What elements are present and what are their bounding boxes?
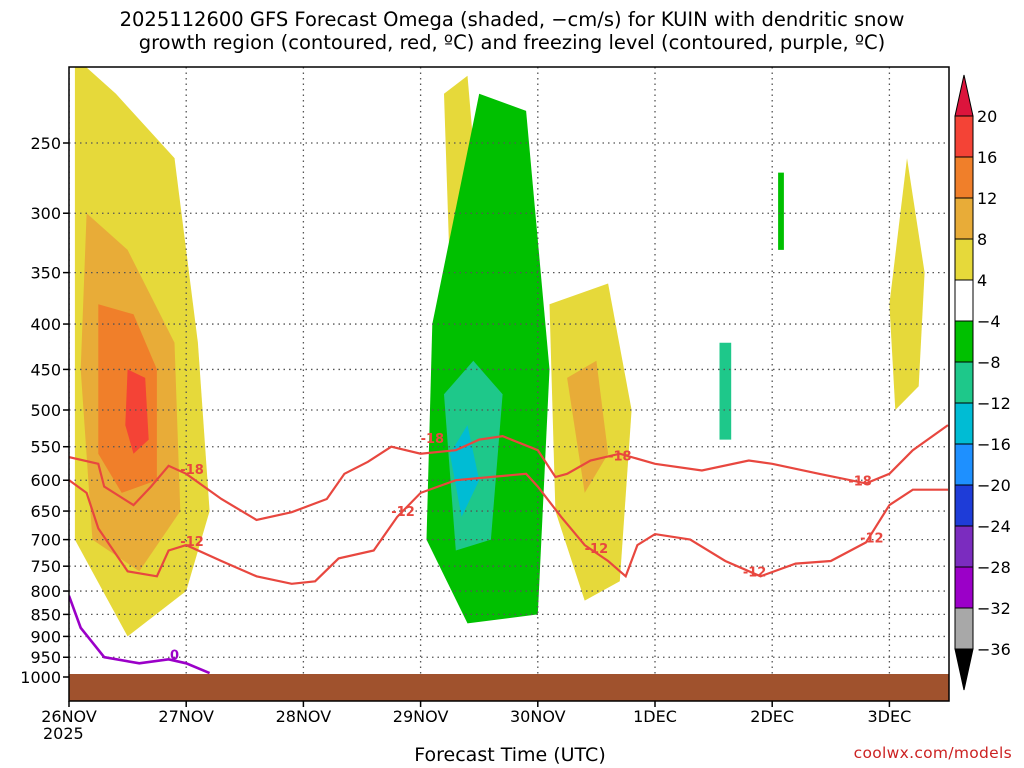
y-tick-label-800: 800 xyxy=(30,582,61,601)
omega-region-7 xyxy=(449,425,480,517)
y-tick-label-750: 750 xyxy=(30,557,61,576)
y-tick-label-950: 950 xyxy=(30,648,61,667)
colorbar-top-triangle xyxy=(954,74,974,117)
y-tick-label-450: 450 xyxy=(30,360,61,379)
contour-label-8: -12 xyxy=(860,531,884,546)
y-tick-label-650: 650 xyxy=(30,502,61,521)
y-tick-label-1000: 1000 xyxy=(20,668,61,687)
plot-frame xyxy=(68,66,950,702)
colorbar-seg-3 xyxy=(954,197,974,240)
dgz-contour--12 xyxy=(69,472,948,585)
colorbar-bottom-triangle xyxy=(954,648,974,691)
colorbar-seg-10 xyxy=(954,484,974,527)
contour-label-9: 0 xyxy=(170,648,179,663)
colorbar-seg-13 xyxy=(954,607,974,650)
y-tick-label-350: 350 xyxy=(30,264,61,283)
contour-label-1: -18 xyxy=(180,463,204,478)
colorbar-seg-2 xyxy=(954,156,974,199)
omega-region-3 xyxy=(125,369,149,454)
contour-labels: -18 -18 -18 -18 -12 -12 -12 -12 -12 0 xyxy=(170,432,884,663)
grid-lines xyxy=(69,67,949,701)
contour-label-4: -12 xyxy=(391,505,415,520)
contour-lines xyxy=(69,424,949,675)
colorbar-seg-11 xyxy=(954,525,974,568)
omega-region-12 xyxy=(719,342,732,440)
y-tick-label-850: 850 xyxy=(30,605,61,624)
y-tick-label-500: 500 xyxy=(30,401,61,420)
x-tick-label-27NOV: 27NOV xyxy=(158,707,214,726)
x-tick-label-2DEC: 2DEC xyxy=(750,707,794,726)
chart-title-line2: growth region (contoured, red, ºC) and f… xyxy=(138,31,886,54)
x-tick-label-3DEC: 3DEC xyxy=(868,707,912,726)
colorbar-label-11: −28 xyxy=(977,558,1011,577)
colorbar-seg-4 xyxy=(954,238,974,281)
contour-label-5: -12 xyxy=(180,535,204,550)
colorbar-label-6: −8 xyxy=(977,353,1001,372)
colorbar-seg-7 xyxy=(954,361,974,404)
y-tick-label-400: 400 xyxy=(30,315,61,334)
omega-shaded-regions xyxy=(74,67,925,637)
colorbar-label-10: −24 xyxy=(977,517,1011,536)
x-tick-label-1DEC: 1DEC xyxy=(633,707,677,726)
colorbar-label-1: 16 xyxy=(977,148,997,167)
dgz-contour--18 xyxy=(69,424,949,522)
x-tick-label-30NOV: 30NOV xyxy=(510,707,566,726)
colorbar-label-13: −36 xyxy=(977,640,1011,659)
y-tick-label-300: 300 xyxy=(30,204,61,223)
omega-region-10 xyxy=(889,158,925,410)
colorbar-label-8: −16 xyxy=(977,435,1011,454)
y-tick-label-600: 600 xyxy=(30,471,61,490)
site-credit: coolwx.com/models xyxy=(853,744,1012,762)
chart-title-line1: 2025112600 GFS Forecast Omega (shaded, −… xyxy=(119,8,905,31)
y-tick-label-250: 250 xyxy=(30,134,61,153)
x-axis-label: Forecast Time (UTC) xyxy=(414,744,606,766)
colorbar-label-4: 4 xyxy=(977,271,987,290)
terrain-ground xyxy=(69,674,949,701)
colorbar-seg-6 xyxy=(954,320,974,363)
colorbar-label-3: 8 xyxy=(977,230,987,249)
y-tick-label-550: 550 xyxy=(30,438,61,457)
colorbar-label-0: 20 xyxy=(977,107,997,126)
freezing-contour-0 xyxy=(69,595,211,675)
x-tick-label-28NOV: 28NOV xyxy=(276,707,332,726)
contour-label-0: -18 xyxy=(421,432,445,447)
colorbar-label-7: −12 xyxy=(977,394,1011,413)
contour-label-2: -18 xyxy=(608,449,632,464)
colorbar-label-12: −32 xyxy=(977,599,1011,618)
colorbar-seg-1 xyxy=(954,115,974,158)
x-tick-label-29NOV: 29NOV xyxy=(393,707,449,726)
colorbar-seg-8 xyxy=(954,402,974,445)
colorbar-label-5: −4 xyxy=(977,312,1001,331)
colorbar-seg-9 xyxy=(954,443,974,486)
contour-label-3: -18 xyxy=(848,474,872,489)
y-tick-label-900: 900 xyxy=(30,627,61,646)
colorbar-label-9: −20 xyxy=(977,476,1011,495)
colorbar-seg-12 xyxy=(954,566,974,609)
y-tick-label-700: 700 xyxy=(30,531,61,550)
y-axis-ticks: 250 300 350 400 450 500 550 600 650 700 750 800 850 9… xyxy=(20,134,69,687)
x-tick-sublabel-year: 2025 xyxy=(43,724,84,743)
x-tick-label-26NOV: 26NOV xyxy=(41,707,97,726)
contour-label-7: -12 xyxy=(743,565,767,580)
omega-region-11 xyxy=(778,172,784,250)
colorbar-label-2: 12 xyxy=(977,189,997,208)
colorbar: 20 16 12 8 4 −4 −8 −12 −16 −20 −24 −28 −32 −36 xyxy=(954,74,1011,691)
colorbar-seg-5 xyxy=(954,279,974,322)
contour-label-6: -12 xyxy=(585,542,609,557)
